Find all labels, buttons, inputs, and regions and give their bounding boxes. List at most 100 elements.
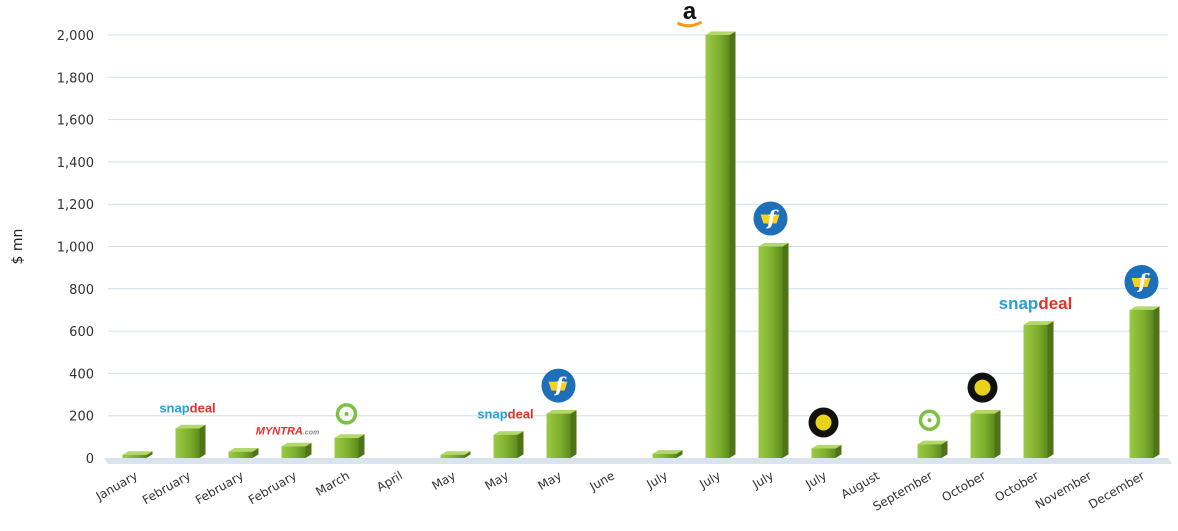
- bar-side: [570, 409, 577, 458]
- y-tick-label: 1,800: [57, 71, 94, 86]
- bar: [440, 454, 465, 458]
- ring-icon-dot: [927, 418, 932, 423]
- y-tick-label: 2,000: [57, 29, 94, 44]
- bar-top: [917, 440, 948, 445]
- ring-icon: [335, 403, 358, 425]
- bar: [970, 413, 995, 458]
- y-tick-label: 800: [69, 283, 94, 298]
- bar-side: [464, 451, 471, 458]
- ring-icon: [918, 409, 941, 432]
- bar-side: [305, 442, 312, 458]
- x-tick-label: October: [939, 468, 988, 504]
- x-tick-label: January: [93, 468, 140, 503]
- snapdeal-logo: snapdeal: [477, 407, 533, 422]
- bar-top: [652, 450, 683, 454]
- bar-side: [729, 31, 736, 459]
- bar-side: [1047, 321, 1054, 458]
- bar-side: [146, 451, 153, 458]
- bar-top: [175, 424, 206, 429]
- x-tick-label: July: [749, 468, 776, 491]
- bar-top: [493, 431, 524, 435]
- bar-top: [334, 434, 365, 438]
- myntra-logo: MYNTRA.com: [256, 425, 319, 437]
- flipkart-icon-letter: f: [1136, 269, 1150, 293]
- y-tick-label: 1,400: [57, 156, 94, 171]
- bar-top: [758, 242, 789, 247]
- x-tick-label: April: [374, 468, 405, 494]
- x-tick-label: May: [483, 468, 511, 493]
- bar-top: [705, 31, 736, 35]
- bar: [546, 413, 571, 458]
- bar-top: [440, 451, 471, 455]
- bar-top: [546, 409, 577, 414]
- bar-top: [970, 409, 1001, 414]
- bar: [228, 451, 253, 458]
- bar: [1129, 309, 1154, 458]
- x-tick-label: May: [536, 468, 564, 493]
- bar-side: [252, 448, 259, 458]
- bar-side: [994, 409, 1001, 458]
- x-tick-label: July: [802, 468, 829, 491]
- flipkart-icon-letter: f: [765, 206, 779, 230]
- bar: [334, 437, 359, 458]
- bar-side: [517, 431, 524, 458]
- bar: [652, 453, 677, 458]
- flipkart-icon-cart: [760, 214, 780, 224]
- x-tick-label: September: [871, 468, 935, 513]
- y-tick-label: 1,000: [57, 241, 94, 256]
- bar: [811, 448, 836, 458]
- x-tick-label: December: [1086, 468, 1147, 511]
- bar-top: [1129, 306, 1160, 310]
- y-axis-label: $ mn: [10, 229, 26, 265]
- x-tick-label: August: [839, 468, 883, 501]
- ring-icon-dot: [344, 411, 349, 416]
- bar: [281, 446, 306, 458]
- bar-side: [199, 424, 206, 458]
- bar-top: [811, 444, 842, 449]
- bar: [705, 35, 730, 458]
- x-tick-label: February: [193, 468, 246, 507]
- y-tick-label: 200: [69, 410, 94, 425]
- y-tick-label: 0: [86, 452, 94, 467]
- x-tick-label: March: [313, 468, 352, 498]
- x-tick-label: February: [140, 468, 193, 507]
- bar-top: [228, 448, 259, 452]
- bar-side: [676, 450, 683, 458]
- chart-floor: [104, 458, 1172, 464]
- y-tick-label: 600: [69, 325, 94, 340]
- bar-side: [941, 440, 948, 458]
- snapdeal-logo: snapdeal: [999, 294, 1073, 313]
- bar: [917, 444, 942, 458]
- amazon-icon-letter: a: [683, 0, 697, 25]
- flipkart-icon-cart: [548, 381, 568, 391]
- y-tick-label: 400: [69, 367, 94, 382]
- x-tick-label: May: [430, 468, 458, 493]
- flipkart-icon-letter: f: [553, 373, 567, 397]
- bar-top: [281, 442, 312, 447]
- bar: [175, 428, 200, 458]
- bar-side: [835, 444, 842, 458]
- ola-icon-inner: [974, 379, 991, 396]
- bar: [493, 434, 518, 458]
- x-tick-label: July: [643, 468, 670, 491]
- x-tick-label: November: [1033, 468, 1094, 511]
- y-tick-label: 1,600: [57, 114, 94, 129]
- amazon-icon-smile: [676, 20, 703, 28]
- snapdeal-logo: snapdeal: [159, 400, 215, 415]
- flipkart-icon-cart: [1131, 277, 1151, 287]
- bar: [122, 454, 147, 458]
- x-tick-label: July: [696, 468, 723, 491]
- y-tick-label: 1,200: [57, 198, 94, 213]
- ola-icon-inner: [815, 414, 832, 431]
- bar-top: [122, 451, 153, 455]
- bar-side: [358, 434, 365, 458]
- bar-side: [782, 242, 789, 458]
- x-tick-label: June: [586, 468, 617, 494]
- bar: [758, 246, 783, 458]
- bar-side: [1153, 306, 1160, 458]
- bar: [1023, 324, 1048, 458]
- x-tick-label: February: [246, 468, 299, 507]
- bar-top: [1023, 321, 1054, 325]
